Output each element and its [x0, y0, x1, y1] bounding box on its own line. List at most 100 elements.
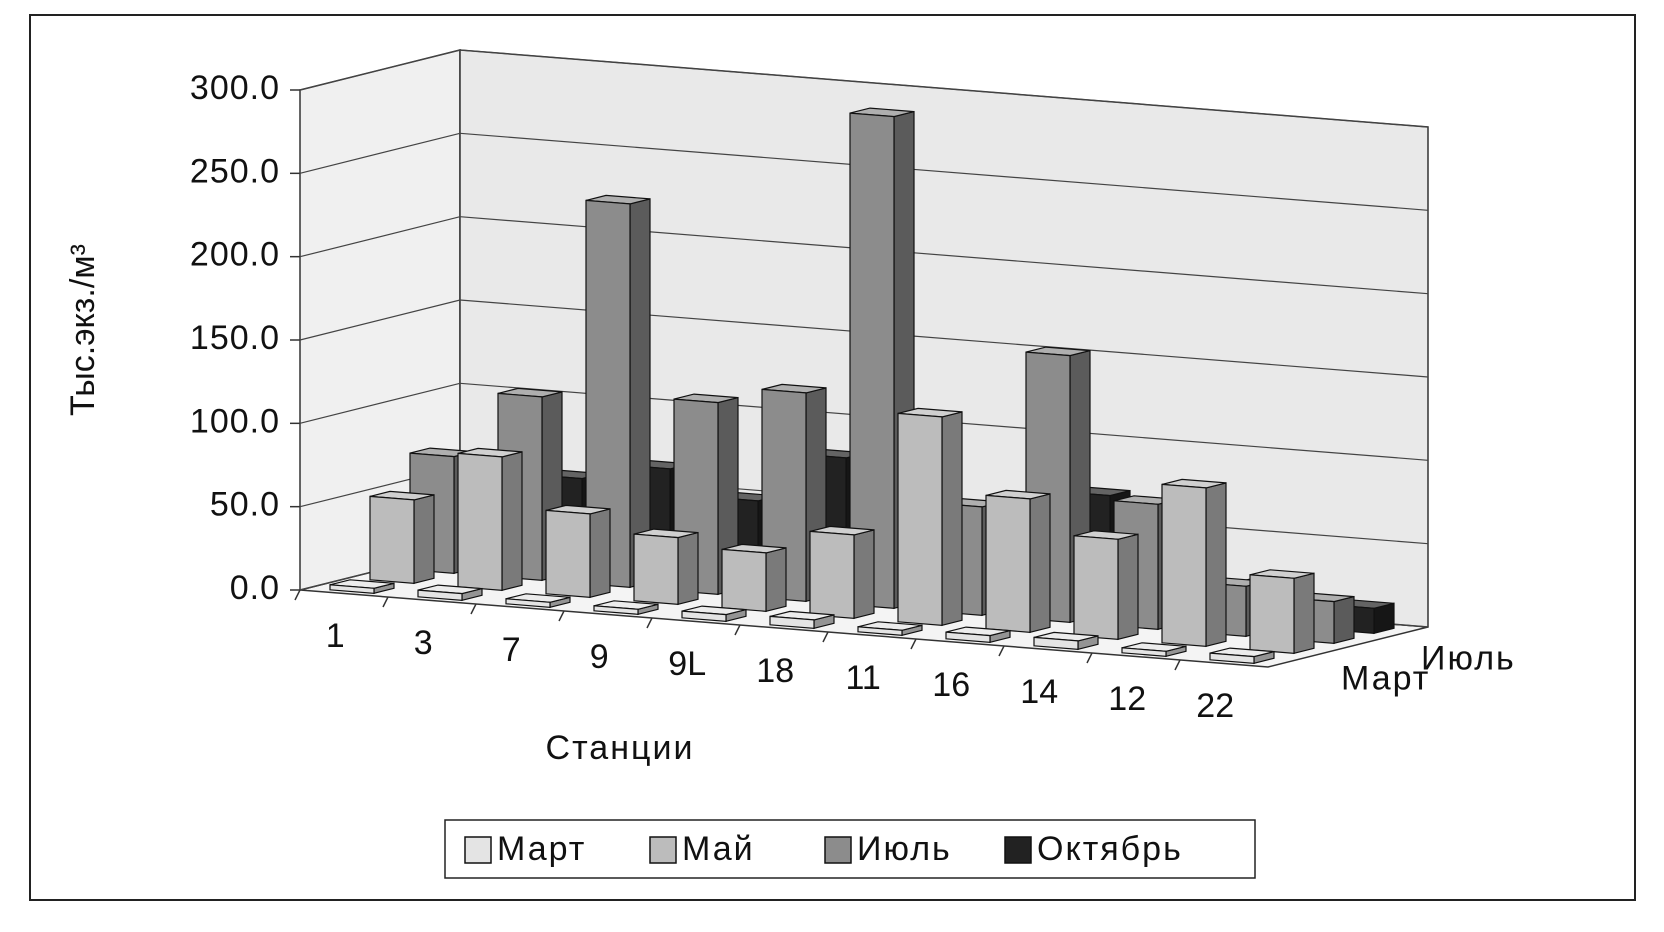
- bar: [985, 489, 1051, 634]
- bar: [545, 504, 611, 599]
- bar-front: [769, 615, 815, 629]
- y-tick-label: 0.0: [230, 569, 280, 607]
- bar: [1073, 530, 1139, 641]
- bar: [417, 584, 483, 602]
- bar-front: [1033, 636, 1079, 650]
- bar-side: [1029, 493, 1051, 634]
- bar-side: [765, 547, 787, 613]
- bar: [945, 626, 1011, 644]
- x-tick: [910, 638, 917, 650]
- x-tick-label: 1: [326, 617, 345, 655]
- bar-front: [721, 548, 767, 612]
- bar-side: [629, 198, 651, 589]
- bar: [633, 528, 699, 606]
- bar: [1209, 647, 1275, 665]
- x-tick-label: 9L: [668, 645, 706, 683]
- x-tick-label: 9: [590, 638, 609, 676]
- bar: [897, 407, 963, 627]
- bar-front: [417, 589, 463, 601]
- bar: [681, 605, 747, 623]
- bar-front: [857, 626, 903, 636]
- x-tick-label: 12: [1108, 680, 1146, 718]
- y-tick-label: 100.0: [190, 402, 280, 440]
- x-tick: [1086, 652, 1093, 664]
- grid-line: [299, 49, 1429, 128]
- y-axis-title: Тыс.экз./м³: [64, 244, 102, 416]
- bar: [369, 490, 435, 585]
- bar: [673, 393, 739, 596]
- x-tick: [646, 617, 653, 629]
- x-tick-label: 11: [846, 659, 881, 697]
- bar-front: [809, 530, 855, 619]
- bar: [1033, 631, 1099, 651]
- bar: [329, 579, 395, 595]
- bar-front: [681, 610, 727, 622]
- y-tick-label: 150.0: [190, 319, 280, 357]
- bar: [505, 593, 571, 609]
- depth-tick-label: Июль: [1421, 639, 1516, 677]
- grid-line: [299, 299, 1429, 378]
- bar-front: [329, 584, 375, 594]
- bar-front: [897, 412, 943, 626]
- bar-front: [457, 452, 503, 591]
- x-tick: [998, 645, 1005, 657]
- legend-swatch: [1004, 836, 1032, 864]
- bar-front: [1121, 647, 1167, 657]
- grid-line: [299, 216, 1429, 295]
- bar: [457, 447, 523, 592]
- bar-side: [853, 529, 875, 620]
- bar: [585, 194, 651, 589]
- y-tick-label: 250.0: [190, 152, 280, 190]
- x-tick-label: 16: [932, 666, 970, 704]
- bar-side: [1293, 572, 1315, 655]
- bar-front: [505, 598, 551, 608]
- bar: [769, 610, 835, 630]
- bar-front: [1209, 652, 1255, 664]
- bar-side: [941, 411, 963, 627]
- bar: [1161, 478, 1227, 648]
- x-tick-label: 3: [414, 624, 433, 662]
- bar-side: [501, 451, 523, 592]
- x-tick-label: 14: [1020, 673, 1058, 711]
- x-tick: [822, 631, 829, 643]
- bar-front: [1249, 574, 1295, 654]
- x-tick: [382, 596, 389, 608]
- bar: [721, 543, 787, 613]
- x-tick-label: 22: [1196, 687, 1234, 725]
- bar-front: [545, 509, 591, 598]
- bar: [1121, 642, 1187, 658]
- bar-side: [677, 531, 699, 606]
- y-tick-label: 50.0: [210, 486, 280, 524]
- x-tick: [558, 610, 565, 622]
- y-tick-label: 200.0: [190, 236, 280, 274]
- bar-front: [1161, 483, 1207, 647]
- bar-front: [633, 533, 679, 605]
- x-tick: [294, 589, 301, 601]
- x-tick: [470, 603, 477, 615]
- bar: [1249, 569, 1315, 655]
- legend-swatch: [824, 836, 852, 864]
- bar: [857, 621, 923, 637]
- bar: [809, 525, 875, 620]
- legend-swatch: [649, 836, 677, 864]
- bar-side: [589, 508, 611, 599]
- grid-line: [299, 382, 1429, 461]
- x-tick: [734, 624, 741, 636]
- bar-front: [585, 199, 631, 588]
- legend-swatch: [464, 836, 492, 864]
- legend-label: Май: [682, 830, 755, 868]
- bar-front: [593, 605, 639, 615]
- bar-front: [849, 112, 895, 609]
- y-tick-label: 300.0: [190, 69, 280, 107]
- bar-side: [413, 494, 435, 585]
- grid-line: [299, 132, 1429, 211]
- legend-label: Июль: [857, 830, 952, 868]
- bar-front: [1073, 535, 1119, 640]
- bar-side: [1333, 595, 1355, 645]
- bar-front: [369, 495, 415, 584]
- bar-front: [945, 631, 991, 643]
- x-axis-title: Станции: [546, 729, 695, 767]
- x-tick: [1174, 659, 1181, 671]
